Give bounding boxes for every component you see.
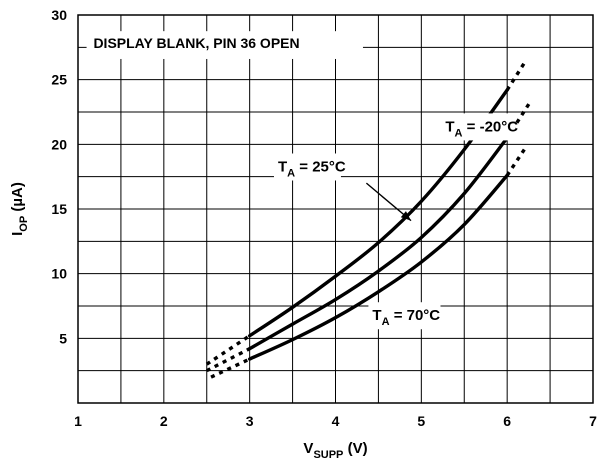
series-extrapolation-high-70c: [505, 145, 528, 177]
y-tick-label: 15: [51, 201, 67, 217]
y-tick-label: 5: [59, 330, 67, 346]
y-tick-label: 10: [51, 266, 67, 282]
x-tick-label: 3: [246, 413, 254, 429]
y-tick-label: 30: [51, 7, 67, 23]
series-line-minus20c: [247, 88, 509, 338]
note-label: DISPLAY BLANK, PIN 36 OPEN: [93, 35, 299, 51]
curves: [205, 59, 533, 379]
x-tick-label: 4: [332, 413, 340, 429]
y-tick-label: 25: [51, 72, 67, 88]
series-label-text: TA = -20°C: [445, 118, 518, 139]
x-tick-label: 6: [503, 413, 511, 429]
x-tick-label: 1: [74, 413, 82, 429]
series-labels: TA = -20°C TA = 25°C TA = 70°C: [273, 113, 518, 330]
series-label-background: [368, 302, 441, 330]
plot-frame: [77, 14, 594, 404]
series-extrapolation-low-25c: [205, 347, 251, 373]
x-axis-label: VSUPP (V): [303, 440, 367, 461]
x-tick-label: 5: [417, 413, 425, 429]
x-tick-label: 7: [589, 413, 597, 429]
grid: [78, 15, 593, 403]
series-label-background: [441, 113, 516, 141]
series-label-minus20c: TA = -20°C: [441, 113, 518, 141]
series-extrapolation-low-70c: [210, 357, 251, 379]
arrowhead-icon: [400, 211, 412, 221]
series-label-text: TA = 25°C: [278, 158, 346, 179]
series-line-70c: [247, 173, 509, 361]
series-extrapolation-high-minus20c: [505, 59, 528, 91]
x-tick-label: 2: [160, 413, 168, 429]
series-label-background: [273, 153, 341, 181]
tick-labels: 1 2 3 4 5 6 7 5 10 15 20 25 30: [51, 7, 597, 429]
series-label-25c: TA = 25°C: [273, 153, 346, 181]
series-label-text: TA = 70°C: [372, 307, 440, 328]
note-box: DISPLAY BLANK, PIN 36 OPEN: [86, 31, 363, 59]
y-tick-label: 20: [51, 136, 67, 152]
series-label-70c: TA = 70°C: [368, 302, 441, 330]
series-extrapolation-low-minus20c: [205, 334, 251, 366]
series-line-25c: [247, 136, 509, 351]
y-axis-label: IOP (µA): [9, 182, 30, 236]
note-box-background: [86, 31, 363, 59]
